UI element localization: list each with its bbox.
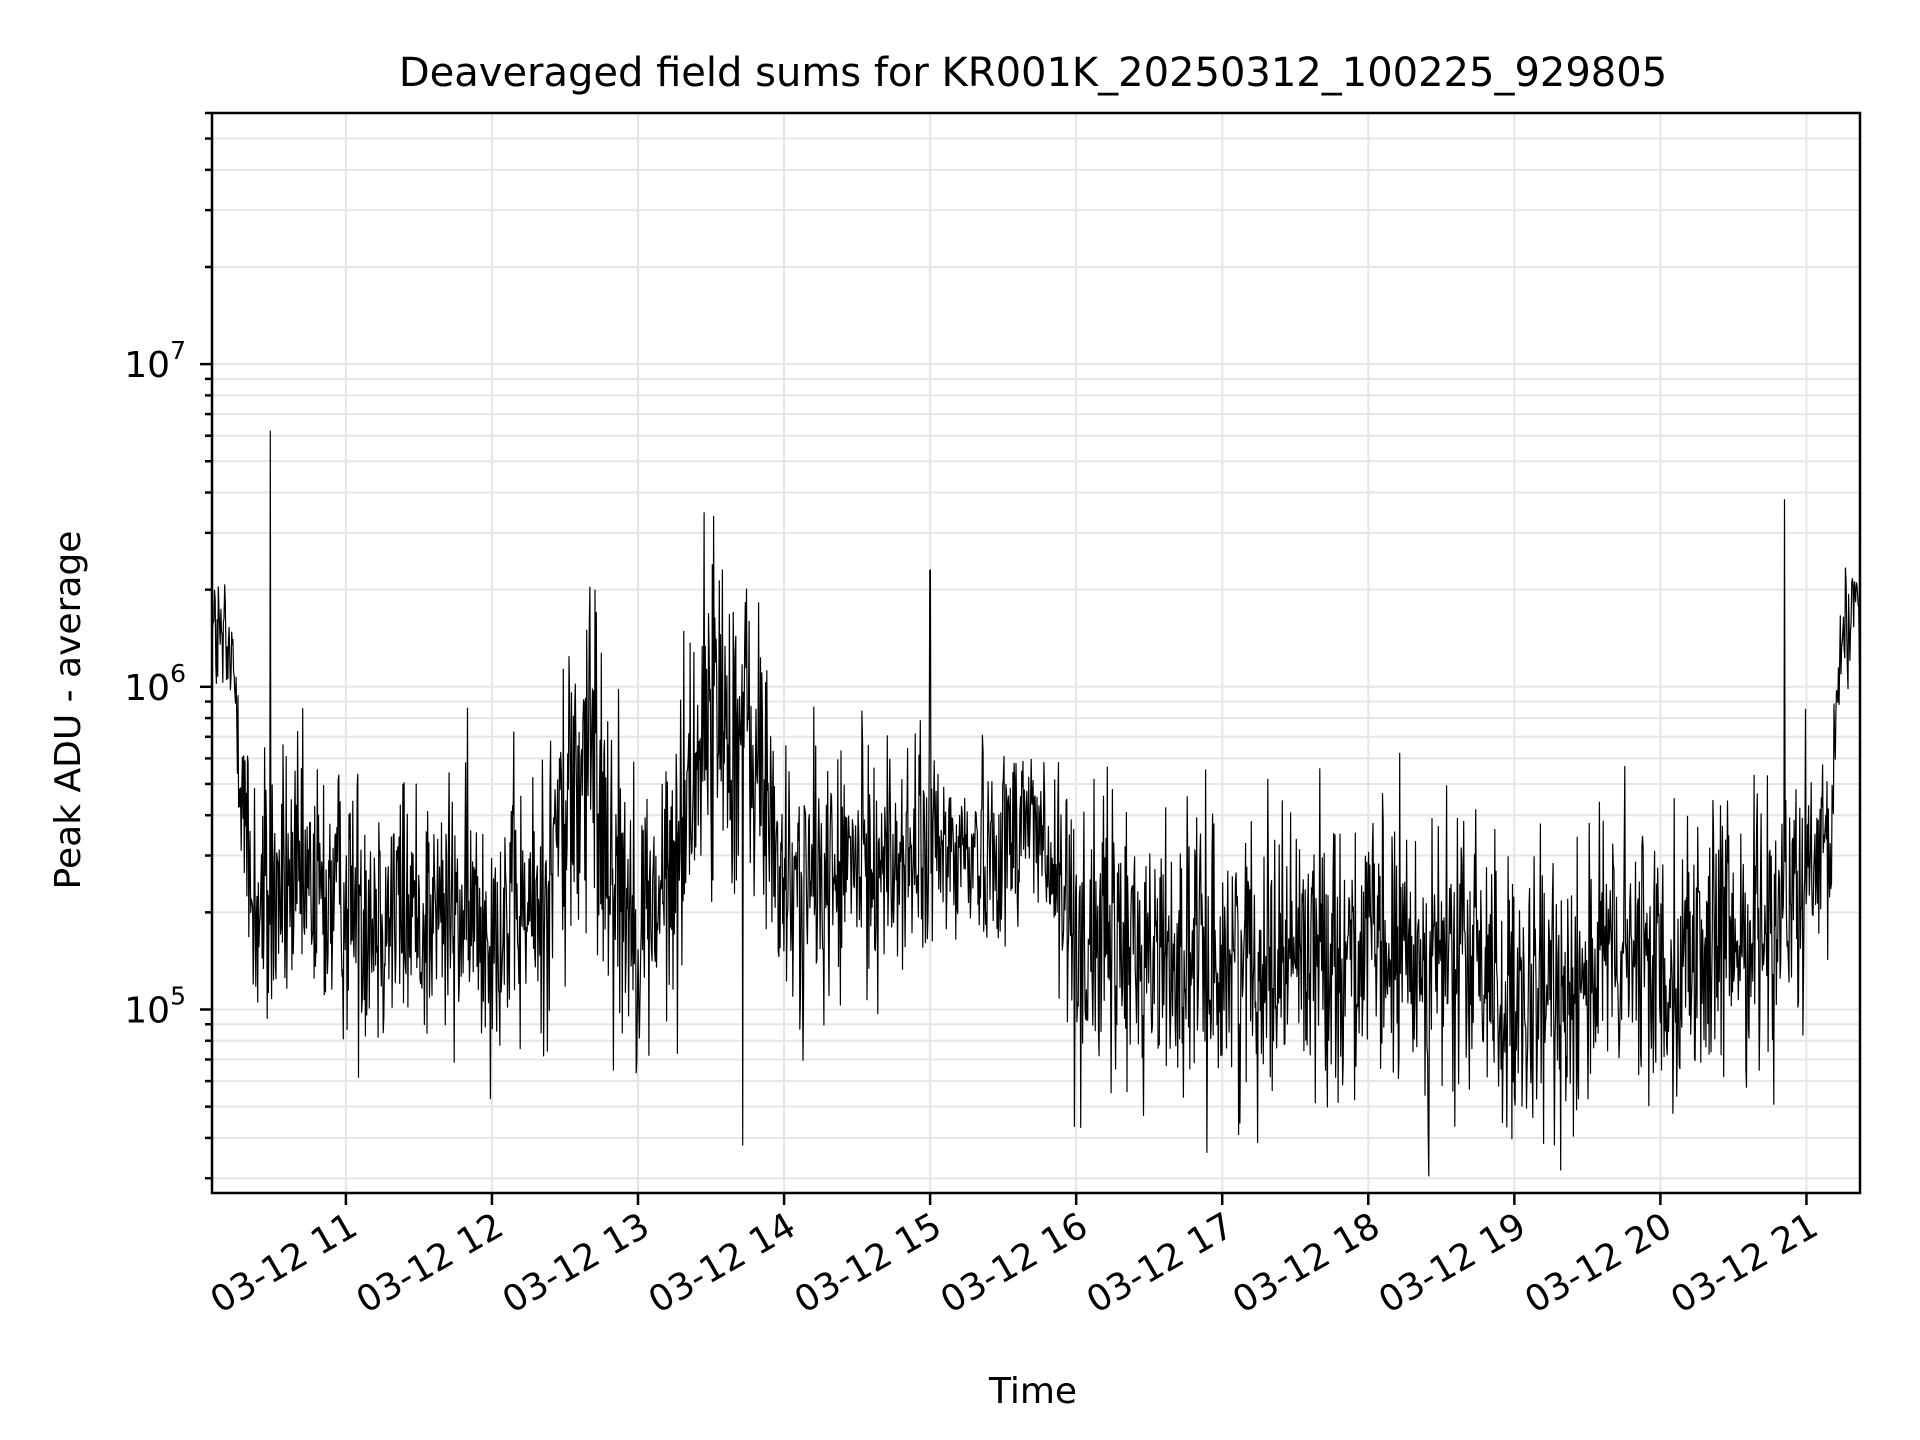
x-tick-label: 03-12 19 (1372, 1205, 1533, 1321)
x-tick-label: 03-12 16 (934, 1205, 1095, 1321)
x-tick-label: 03-12 21 (1664, 1205, 1825, 1321)
y-tick-label: 107 (124, 336, 186, 386)
x-tick-label: 03-12 17 (1080, 1205, 1241, 1321)
x-tick-label: 03-12 20 (1518, 1205, 1679, 1321)
y-tick-label: 106 (124, 659, 186, 709)
x-tick-label: 03-12 12 (350, 1205, 511, 1321)
x-tick-label: 03-12 11 (204, 1205, 365, 1321)
chart-title: Deaveraged field sums for KR001K_2025031… (399, 50, 1667, 96)
y-axis-label: Peak ADU - average (48, 531, 89, 890)
series-line (211, 162, 1861, 1177)
x-axis-label: Time (988, 1371, 1077, 1412)
x-tick-label: 03-12 15 (788, 1205, 949, 1321)
x-tick-label: 03-12 14 (642, 1205, 803, 1321)
x-tick-label: 03-12 18 (1226, 1205, 1387, 1321)
plot-frame (210, 111, 1862, 1195)
grid-layer (212, 112, 1860, 1193)
x-tick-label: 03-12 13 (496, 1205, 657, 1321)
y-tick-label: 105 (124, 982, 186, 1032)
